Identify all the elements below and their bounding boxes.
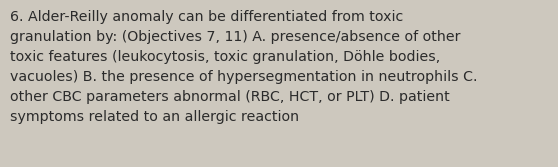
- Text: 6. Alder-Reilly anomaly can be differentiated from toxic
granulation by: (Object: 6. Alder-Reilly anomaly can be different…: [10, 10, 478, 124]
